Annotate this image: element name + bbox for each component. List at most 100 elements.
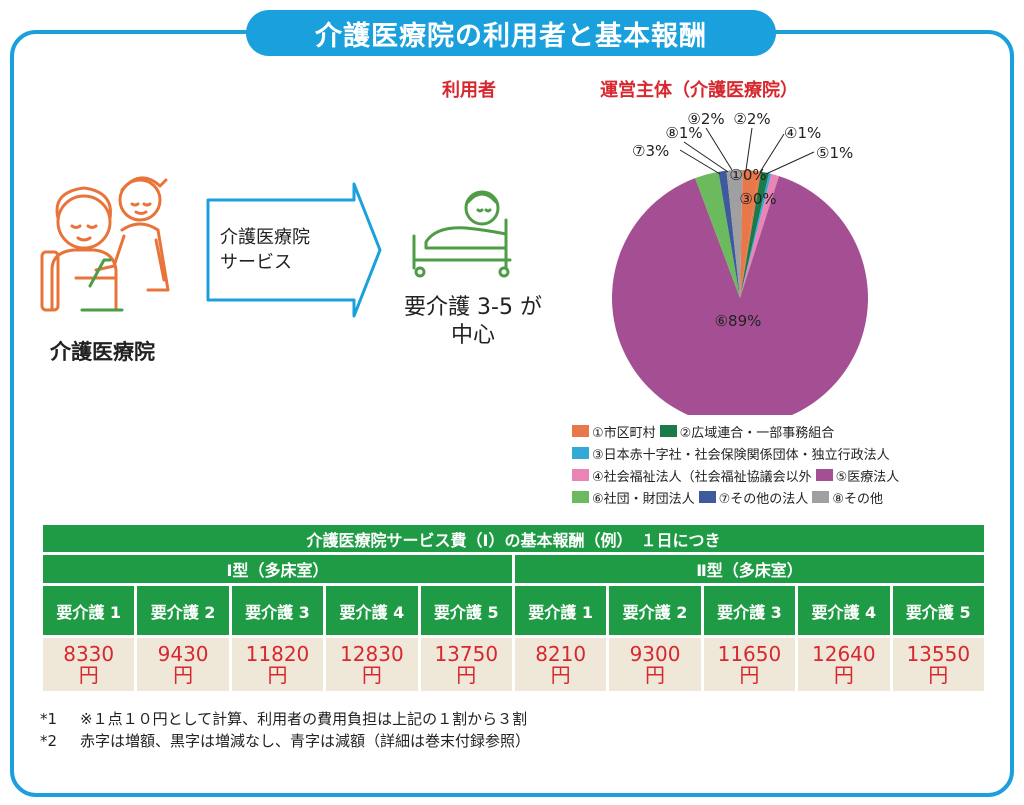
page-title: 介護医療院の利用者と基本報酬 [246,10,776,56]
care-level-header: 要介護 5 [417,583,515,638]
pie-slice-label: ⑨2% [687,110,724,128]
chart-title: 運営主体（介護医療院） [600,80,798,101]
legend-swatch [572,447,589,459]
fee-value-cell: 9300 円 [606,635,704,694]
legend-swatch [698,491,716,503]
fee-unit: 円 [928,662,949,687]
legend-swatch [815,469,833,481]
pie-slice-label: ⑦3% [632,142,669,160]
legend-row: ④社会福祉法人（社会福祉協議会以外 ⑤医療法人 [572,464,899,486]
service-label-line2: サービス [220,252,292,273]
fee-unit: 円 [456,662,477,687]
fee-table-title: 介護医療院サービス費（Ⅰ）の基本報酬（例） １日につき [40,522,987,555]
fee-value-cell: 13750 円 [417,635,515,694]
pie-leader-line [745,127,753,171]
footnote-1: *1 ※１点１０円として計算、利用者の費用負担は上記の１割から３割 [40,710,528,728]
fee-unit: 円 [645,662,666,687]
pie-leader-line [683,141,729,173]
fee-unit: 円 [173,662,194,687]
service-label: 介護医療院 サービス [220,225,310,275]
care-level-header: 要介護 1 [511,583,610,638]
chart-legend: ①市区町村 ②広域連合・一部事務組合 ③日本赤十字社・社会保険関係団体・独立行政法人… [572,420,899,508]
fee-amount: 13550 [906,641,971,666]
pie-slice-label: ③0% [739,190,776,208]
fee-amount: 13750 [434,641,499,666]
care-level-header-row: 要介護 1 要介護 2 要介護 3 要介護 4 要介護 5 要介護 1 要介護 2 要介護 3… [39,583,988,638]
service-label-line1: 介護医療院 [220,227,310,248]
legend-label: ⑥社団・財団法人 [592,491,695,507]
pie-slice [740,170,759,298]
fee-unit: 円 [550,662,571,687]
fee-amount: 12830 [340,641,404,666]
pie-leader-line [705,127,733,171]
fee-value-cell: 8210 円 [511,635,610,694]
legend-swatch [572,425,589,437]
fee-unit: 円 [833,662,854,687]
pie-leader-line [765,151,815,175]
fee-unit: 円 [267,662,288,687]
legend-row: ①市区町村 ②広域連合・一部事務組合 [572,420,899,442]
fee-unit: 円 [739,662,760,687]
fee-unit: 円 [78,662,99,687]
pie-slice [695,171,740,298]
user-caption-line1: 要介護 3-5 が [404,295,542,320]
legend-row: ③日本赤十字社・社会保険関係団体・独立行政法人 [572,442,899,464]
pie-slice [740,173,772,298]
care-level-header: 要介護 2 [606,583,704,638]
care-level-header: 要介護 4 [795,583,893,638]
pie-slice-label: ④1% [784,124,821,142]
user-caption-line2: 中心 [450,323,495,348]
legend-label: ①市区町村 [592,425,656,441]
fee-table: 介護医療院サービス費（Ⅰ）の基本報酬（例） １日につき Ⅰ型（多床室） Ⅱ型（多… [39,522,988,694]
legend-swatch [659,425,677,437]
caregiver-illustration [40,176,170,312]
care-level-header: 要介護 3 [700,583,799,638]
service-arrow [206,182,382,318]
legend-label: ⑧その他 [832,491,883,507]
group-type2-header: Ⅱ型（多床室） [511,552,988,586]
legend-row: ⑥社団・財団法人 ⑦その他の法人 ⑧その他 [572,486,899,508]
pie-slice [718,170,740,298]
user-caption: 要介護 3-5 が 中心 [398,294,548,350]
care-level-header: 要介護 1 [39,583,138,638]
fee-value-row: 8330 円 9430 円 11820 円 12830 円 13750 円 8210 円 9300 円 11… [39,635,988,694]
pie-slice [726,170,743,298]
fee-value-cell: 12640 円 [795,635,893,694]
fee-value-cell: 9430 円 [134,635,232,694]
care-level-header: 要介護 5 [889,583,988,638]
fee-amount: 9430 [157,641,209,666]
fee-value-cell: 13550 円 [889,635,988,694]
pie-slice-label: ⑥89% [715,312,762,330]
pie-slice [740,171,769,298]
fee-amount: 8210 [535,641,587,666]
fee-amount: 12640 [812,641,876,666]
legend-swatch [572,491,589,503]
pie-slice-label: ⑤1% [816,144,853,162]
legend-label: ④社会福祉法人（社会福祉協議会以外 [592,469,812,485]
fee-amount: 11820 [245,641,310,666]
fee-value-cell: 11650 円 [700,635,799,694]
fee-value-cell: 8330 円 [39,635,138,694]
bedridden-user-icon [412,190,512,278]
legend-label: ③日本赤十字社・社会保険関係団体・独立行政法人 [592,447,890,463]
footnotes: *1 ※１点１０円として計算、利用者の費用負担は上記の１割から３割 *2 赤字は増額… [40,708,530,752]
facility-label: 介護医療院 [50,340,155,364]
pie-slice [740,173,780,298]
pie-slice-label: ①0% [729,166,766,184]
user-heading: 利用者 [442,80,496,101]
pie-leader-line [679,149,721,175]
pie-slice-label: ⑧1% [665,124,702,142]
fee-unit: 円 [361,662,382,687]
care-level-header: 要介護 4 [323,583,421,638]
legend-label: ②広域連合・一部事務組合 [679,425,835,441]
pie-slice [740,171,762,298]
footnote-2: *2 赤字は増額、黒字は増減なし、青字は減額（詳細は巻末付録参照） [40,732,531,750]
pie-slice [612,176,868,415]
operator-pie-chart: ⑨2% ②2% ④1% ⑤1% ⑧1%⑦3% ①0% ③0% ⑥89% [612,110,868,415]
care-level-header: 要介護 3 [228,583,327,638]
pie-leader-line [759,133,785,173]
care-level-header: 要介護 2 [134,583,232,638]
group-type1-header: Ⅰ型（多床室） [40,552,515,586]
fee-value-cell: 12830 円 [323,635,421,694]
legend-label: ⑤医療法人 [835,469,900,485]
